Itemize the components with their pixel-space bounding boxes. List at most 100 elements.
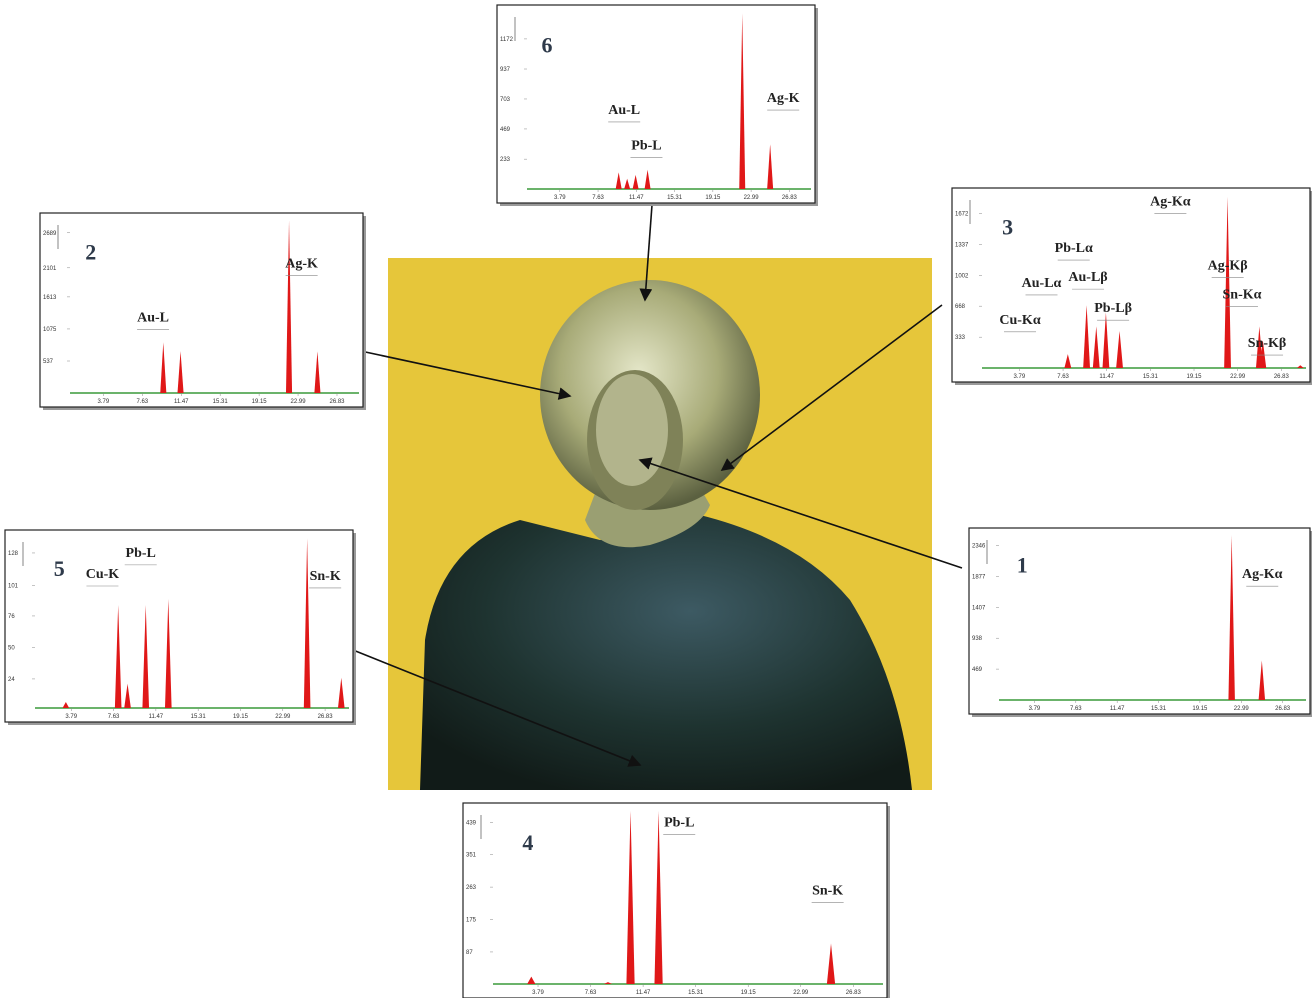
y-tick-label: 50 bbox=[8, 645, 15, 651]
peak-label: Sn-Kα bbox=[1223, 288, 1262, 303]
x-tick-label: 3.79 bbox=[554, 195, 566, 201]
x-tick-label: 3.79 bbox=[65, 714, 77, 720]
x-tick-label: 15.31 bbox=[688, 990, 704, 996]
x-tick-label: 15.31 bbox=[667, 195, 683, 201]
x-tick-label: 26.83 bbox=[846, 990, 862, 996]
x-tick-label: 22.99 bbox=[275, 714, 291, 720]
x-tick-label: 26.83 bbox=[329, 399, 345, 405]
y-tick-label: 1672 bbox=[955, 211, 969, 217]
x-tick-label: 3.79 bbox=[1014, 374, 1026, 380]
peak-label: Pb-L bbox=[631, 139, 661, 154]
figure: 4699381407187723463.797.6311.4715.3119.1… bbox=[0, 0, 1312, 998]
panel-number: 1 bbox=[1017, 553, 1028, 578]
panel-number: 2 bbox=[85, 240, 96, 265]
peak-label: Ag-Kα bbox=[1150, 194, 1191, 209]
y-tick-label: 668 bbox=[955, 304, 966, 310]
peak-label: Ag-Kβ bbox=[1208, 258, 1248, 273]
peak-label: Ag-K bbox=[767, 91, 800, 106]
x-tick-label: 11.47 bbox=[1099, 374, 1114, 380]
spectrum-panel: 333 668 1002 1337 1672 3.79 7.63 11.47 15.31 19.1… bbox=[952, 188, 1312, 385]
peak-label: Au-Lα bbox=[1022, 276, 1062, 291]
x-tick-label: 3.79 bbox=[98, 399, 110, 405]
x-tick-label: 19.15 bbox=[252, 399, 268, 405]
peak-label: Pb-L bbox=[664, 815, 694, 830]
statue-photo bbox=[388, 258, 932, 790]
y-tick-label: 128 bbox=[8, 551, 19, 557]
x-tick-label: 19.15 bbox=[233, 714, 249, 720]
x-tick-label: 15.31 bbox=[1151, 706, 1167, 712]
x-tick-label: 26.83 bbox=[318, 714, 334, 720]
x-tick-label: 7.63 bbox=[1070, 706, 1082, 712]
y-tick-label: 469 bbox=[500, 127, 511, 133]
y-tick-label: 24 bbox=[8, 677, 15, 683]
x-tick-label: 19.15 bbox=[705, 195, 721, 201]
peak-label: Cu-K bbox=[86, 567, 120, 582]
x-tick-label: 11.47 bbox=[174, 399, 189, 405]
y-tick-label: 76 bbox=[8, 614, 15, 620]
peak-label: Ag-K bbox=[285, 256, 318, 271]
peak-label: Au-L bbox=[608, 103, 640, 118]
y-tick-label: 87 bbox=[466, 950, 473, 956]
panel-number: 3 bbox=[1002, 215, 1013, 240]
y-tick-label: 351 bbox=[466, 853, 477, 859]
y-tick-label: 2346 bbox=[972, 543, 986, 549]
y-tick-label: 263 bbox=[466, 885, 477, 891]
y-tick-label: 333 bbox=[955, 335, 966, 341]
y-tick-label: 2101 bbox=[43, 266, 57, 272]
y-tick-label: 2689 bbox=[43, 231, 57, 237]
y-tick-label: 469 bbox=[972, 667, 983, 673]
y-tick-label: 101 bbox=[8, 584, 19, 590]
x-tick-label: 19.15 bbox=[1187, 374, 1203, 380]
x-tick-label: 22.99 bbox=[1230, 374, 1246, 380]
peak-label: Sn-Kβ bbox=[1248, 336, 1287, 351]
x-tick-label: 7.63 bbox=[592, 195, 604, 201]
x-tick-label: 11.47 bbox=[636, 990, 651, 996]
y-tick-label: 175 bbox=[466, 918, 477, 924]
x-tick-label: 7.63 bbox=[108, 714, 120, 720]
x-tick-label: 15.31 bbox=[1143, 374, 1159, 380]
x-tick-label: 7.63 bbox=[1057, 374, 1069, 380]
panel-number: 5 bbox=[54, 556, 65, 581]
peak-label: Au-L bbox=[137, 311, 169, 326]
spectrum-panel: 87 175 263 351 439 3.79 7.63 11.47 15.31 19.15 22.… bbox=[463, 803, 890, 998]
peak-label: Pb-Lβ bbox=[1094, 301, 1132, 316]
x-tick-label: 22.99 bbox=[1234, 706, 1250, 712]
panel-number: 6 bbox=[542, 33, 553, 58]
y-tick-label: 1172 bbox=[500, 37, 514, 43]
x-tick-label: 3.79 bbox=[532, 990, 544, 996]
peak-label: Pb-L bbox=[126, 546, 156, 561]
spectrum-panel: 537 1075 1613 2101 2689 3.79 7.63 11.47 15.31 19.… bbox=[40, 213, 366, 410]
x-tick-label: 22.99 bbox=[744, 195, 760, 201]
x-tick-label: 11.47 bbox=[149, 714, 164, 720]
x-tick-label: 22.99 bbox=[793, 990, 809, 996]
y-tick-label: 439 bbox=[466, 820, 477, 826]
x-tick-label: 7.63 bbox=[585, 990, 597, 996]
x-tick-label: 26.83 bbox=[1274, 374, 1290, 380]
x-tick-label: 11.47 bbox=[629, 195, 644, 201]
x-tick-label: 11.47 bbox=[1110, 706, 1125, 712]
x-tick-label: 19.15 bbox=[741, 990, 757, 996]
x-tick-label: 7.63 bbox=[136, 399, 148, 405]
y-tick-label: 537 bbox=[43, 359, 54, 365]
panel-number: 4 bbox=[522, 830, 533, 855]
y-tick-label: 1002 bbox=[955, 273, 969, 279]
y-tick-label: 1075 bbox=[43, 327, 57, 333]
x-tick-label: 22.99 bbox=[291, 399, 307, 405]
x-tick-label: 15.31 bbox=[213, 399, 229, 405]
peak-label: Au-Lβ bbox=[1068, 270, 1107, 285]
spectrum-panel: 24 50 76 101 128 3.79 7.63 11.47 15.31 19.15 22.99… bbox=[5, 530, 356, 725]
y-tick-label: 1877 bbox=[972, 574, 986, 580]
x-tick-label: 15.31 bbox=[191, 714, 207, 720]
peak-label: Ag-Kα bbox=[1242, 567, 1283, 582]
peak-label: Sn-K bbox=[310, 569, 341, 584]
x-tick-label: 26.83 bbox=[782, 195, 798, 201]
x-tick-label: 19.15 bbox=[1192, 706, 1208, 712]
y-tick-label: 938 bbox=[972, 636, 983, 642]
y-tick-label: 1613 bbox=[43, 295, 57, 301]
y-tick-label: 233 bbox=[500, 157, 511, 163]
peak-label: Cu-Kα bbox=[999, 313, 1040, 328]
y-tick-label: 1337 bbox=[955, 242, 969, 248]
peak-label: Pb-Lα bbox=[1055, 241, 1093, 256]
x-tick-label: 26.83 bbox=[1275, 706, 1291, 712]
